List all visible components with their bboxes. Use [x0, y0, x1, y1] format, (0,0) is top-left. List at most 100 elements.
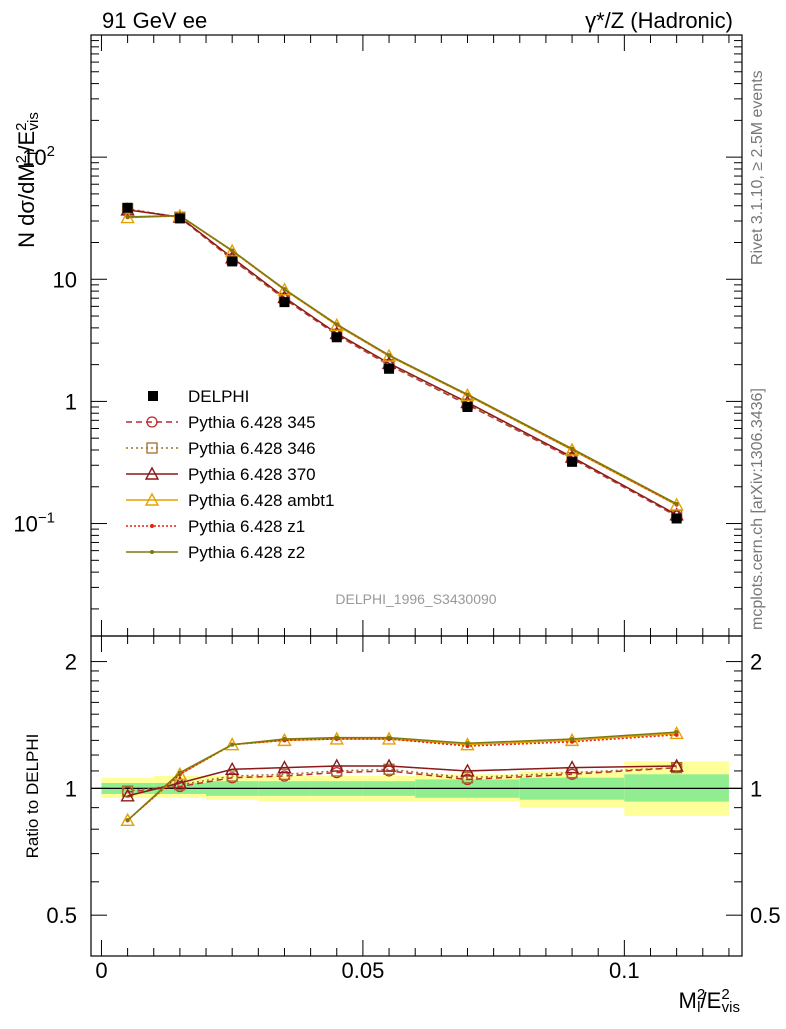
data-point — [567, 456, 578, 467]
ratio-point-5 — [125, 818, 130, 823]
mcplots-label: mcplots.cern.ch [arXiv:1306.3436] — [749, 388, 766, 630]
ratio-point-2 — [381, 758, 397, 772]
ratio-point-2 — [225, 761, 240, 775]
legend-label-1: Pythia 6.428 346 — [188, 439, 316, 458]
series-point-3 — [381, 348, 397, 362]
y-tick-base: 10 — [22, 145, 46, 170]
legend-label-4: Pythia 6.428 z1 — [188, 517, 305, 536]
y-tick-label: 10 — [53, 267, 77, 292]
legend: DELPHI Pythia 6.428 345 Pythia 6.428 346 Py… — [126, 387, 334, 562]
xlabel-sup-b: 2 — [721, 986, 729, 1003]
series-point-3 — [460, 387, 475, 402]
ratio-point-1 — [121, 785, 134, 797]
ratio-axis-ticks: 0.5 0.5 1 1 2 2 0 0.05 0.1 — [46, 636, 781, 983]
ratio-point-2 — [329, 758, 344, 772]
series-point-5 — [125, 214, 130, 219]
ylabel-sub-b: vis — [25, 112, 42, 130]
legend-label-data: DELPHI — [188, 387, 249, 406]
ratio-point-3 — [564, 732, 580, 747]
x-tick-label: 0 — [95, 958, 107, 983]
ratio-point-5 — [282, 736, 287, 741]
legend-marker-3 — [144, 492, 160, 506]
main-data-points — [122, 202, 682, 524]
data-point — [174, 213, 185, 224]
y-tick-base: 1 — [65, 389, 77, 414]
series-point-5 — [282, 287, 287, 292]
y-tick-base: 10 — [13, 512, 37, 537]
ratio-point-3 — [460, 737, 475, 751]
legend-marker-0 — [146, 416, 158, 428]
ylabel-sup-a: 2 — [13, 155, 30, 163]
ratio-point-5 — [465, 741, 470, 746]
series-point-3 — [277, 282, 292, 296]
ratio-point-2 — [172, 775, 188, 789]
xlabel-slash: /E — [701, 988, 722, 1013]
ratio-y-tick-label-right: 1 — [750, 776, 762, 801]
ratio-point-3 — [120, 812, 135, 826]
xlabel-sub-a: l — [697, 999, 700, 1016]
ratio-point-1 — [226, 770, 238, 782]
legend-label-3: Pythia 6.428 ambt1 — [188, 491, 334, 510]
data-point — [331, 332, 342, 343]
ratio-y-tick-label-right: 0.5 — [750, 903, 781, 928]
ratio-point-3 — [172, 766, 188, 780]
data-point — [227, 256, 238, 267]
series-point-3 — [329, 317, 344, 331]
energy-label: 91 GeV ee — [102, 8, 207, 33]
ratio-line-4 — [127, 734, 677, 821]
ratio-point-4 — [465, 744, 470, 749]
legend-marker-data — [148, 391, 158, 401]
ratio-panel: 0.5 0.51 12 20 0.05 0.1 Ratio to DELPHI M2 l/E… — [23, 635, 781, 1016]
xlabel-m: M — [679, 988, 697, 1013]
main-y-axis-label: N dσ/dM2l/E2vis — [13, 112, 42, 248]
series-point-3 — [669, 497, 684, 511]
ratio-point-5 — [570, 736, 575, 741]
y-tick-label: 1 — [65, 389, 77, 414]
ratio-point-2 — [564, 760, 580, 774]
ratio-point-2 — [460, 763, 475, 777]
series-point-5 — [674, 501, 679, 506]
ratio-y-axis-label: Ratio to DELPHI — [23, 734, 42, 859]
ratio-point-5 — [230, 742, 235, 747]
ratio-point-2 — [669, 758, 684, 772]
ratio-point-5 — [177, 770, 182, 775]
y-tick-exponent: 2 — [47, 143, 55, 160]
series-point-5 — [465, 392, 470, 397]
x-tick-label: 0.05 — [341, 958, 384, 983]
ratio-point-1 — [278, 768, 291, 780]
ratio-point-5 — [334, 735, 339, 740]
xlabel-sub-b: vis — [722, 999, 740, 1016]
legend-label-0: Pythia 6.428 345 — [188, 413, 316, 432]
data-point — [462, 401, 473, 412]
ylabel-sup-b: 2 — [13, 123, 30, 131]
data-point — [384, 363, 395, 374]
ratio-line-0 — [127, 766, 677, 793]
ratio-line-2 — [127, 765, 677, 797]
x-tick-label: 0.1 — [609, 958, 640, 983]
ratio-point-1 — [670, 761, 683, 774]
series-line-5 — [127, 214, 677, 505]
ratio-y-tick-label: 1 — [65, 776, 77, 801]
ylabel-sub-a: l — [25, 152, 42, 155]
ylabel-part-b: /E — [14, 131, 39, 152]
y-tick-label: 102 — [22, 143, 55, 170]
ylabel-part-a: N dσ/dM — [14, 163, 39, 248]
ratio-point-2 — [120, 788, 135, 802]
series-point-5 — [334, 322, 339, 327]
ratio-point-2 — [277, 760, 292, 774]
ratio-y-tick-label-right: 2 — [750, 650, 762, 675]
y-tick-exponent: −1 — [38, 510, 55, 527]
ratio-series-layer — [120, 726, 684, 826]
rivet-label: Rivet 3.1.10, ≥ 2.5M events — [749, 70, 766, 265]
ratio-point-4 — [570, 739, 575, 744]
ratio-point-5 — [674, 730, 679, 735]
legend-marker-1 — [146, 442, 158, 454]
x-axis-label: M2 l/E2 vis — [679, 986, 741, 1016]
series-point-5 — [387, 353, 392, 358]
legend-marker-4 — [150, 524, 154, 528]
ratio-y-tick-label: 2 — [65, 650, 77, 675]
data-point — [671, 513, 682, 524]
legend-marker-5 — [150, 550, 154, 554]
legend-marker-2 — [144, 466, 160, 480]
